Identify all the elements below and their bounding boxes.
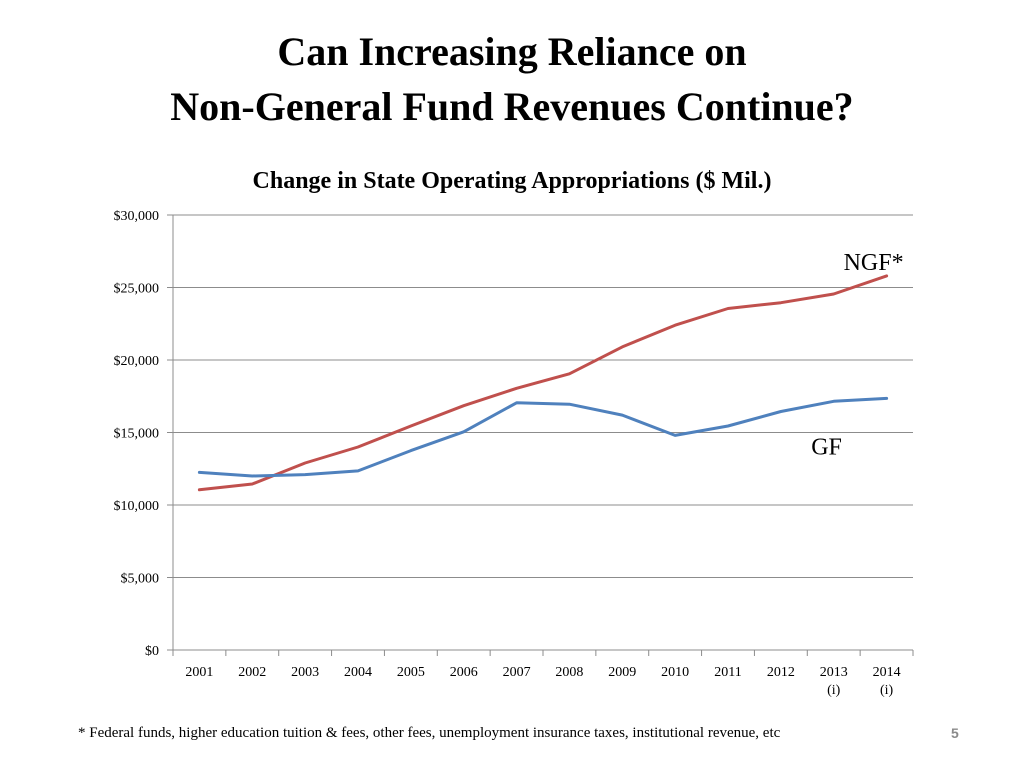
series-line-gf: [197, 396, 889, 478]
x-tick-label: 2007: [503, 665, 531, 680]
y-tick-label: $15,000: [114, 427, 160, 442]
x-tick-label: 2013: [820, 665, 848, 680]
annotation-ngf: NGF*: [844, 250, 904, 276]
x-tick-sublabel: (i): [880, 683, 894, 698]
x-tick-label: 2008: [555, 665, 583, 680]
x-tick-label: 2009: [608, 665, 636, 680]
x-tick-label: 2001: [185, 665, 213, 680]
y-tick-label: $10,000: [114, 499, 160, 514]
annotation-gf: GF: [811, 434, 842, 460]
x-tick-label: 2014: [873, 665, 901, 680]
y-tick-label: $30,000: [114, 209, 160, 224]
series-line-ngf: [197, 274, 889, 492]
x-tick-label: 2003: [291, 665, 319, 680]
x-tick-sublabel: (i): [827, 683, 841, 698]
chart-title: Change in State Operating Appropriations…: [252, 168, 772, 194]
x-tick-label: 2006: [450, 665, 478, 680]
x-tick-label: 2002: [238, 665, 266, 680]
x-tick-label: 2010: [661, 665, 689, 680]
x-tick-label: 2012: [767, 665, 795, 680]
footnote: * Federal funds, higher education tuitio…: [78, 725, 781, 741]
x-tick-label: 2005: [397, 665, 425, 680]
y-tick-label: $0: [145, 644, 159, 659]
x-tick-label: 2004: [344, 665, 372, 680]
page-number: 5: [951, 725, 959, 741]
x-tick-label: 2011: [714, 665, 741, 680]
y-tick-label: $5,000: [121, 572, 160, 587]
y-tick-label: $25,000: [114, 282, 160, 297]
slide-title-line-2: Non-General Fund Revenues Continue?: [170, 84, 854, 129]
y-tick-label: $20,000: [114, 354, 160, 369]
slide-title: Can Increasing Reliance on Non-General F…: [0, 24, 1024, 134]
slide-title-line-1: Can Increasing Reliance on: [277, 29, 747, 74]
